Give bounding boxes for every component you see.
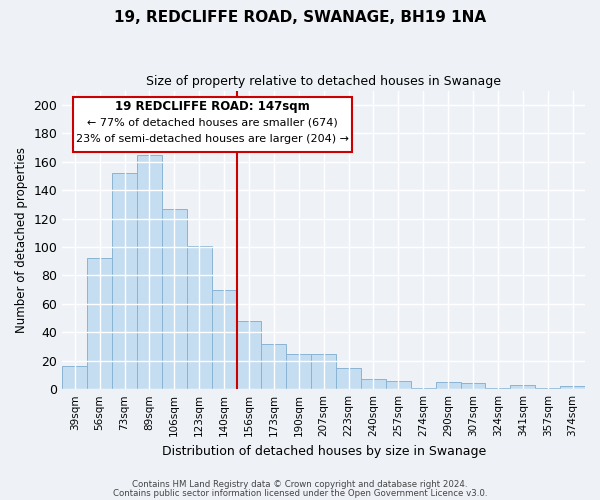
Bar	[361, 379, 386, 389]
Bar	[162, 208, 187, 389]
Bar	[286, 354, 311, 389]
Bar	[187, 246, 212, 389]
Bar	[560, 386, 585, 389]
Bar	[485, 388, 511, 389]
Bar	[535, 388, 560, 389]
Text: 19 REDCLIFFE ROAD: 147sqm: 19 REDCLIFFE ROAD: 147sqm	[115, 100, 310, 112]
Bar	[411, 388, 436, 389]
Bar	[87, 258, 112, 389]
Bar	[511, 385, 535, 389]
Bar	[236, 321, 262, 389]
Bar	[112, 173, 137, 389]
Text: ← 77% of detached houses are smaller (674): ← 77% of detached houses are smaller (67…	[87, 118, 338, 128]
Bar	[212, 290, 236, 389]
Bar	[311, 354, 336, 389]
Bar	[386, 380, 411, 389]
FancyBboxPatch shape	[73, 96, 352, 152]
Text: Contains public sector information licensed under the Open Government Licence v3: Contains public sector information licen…	[113, 490, 487, 498]
Bar	[62, 366, 87, 389]
Text: Contains HM Land Registry data © Crown copyright and database right 2024.: Contains HM Land Registry data © Crown c…	[132, 480, 468, 489]
X-axis label: Distribution of detached houses by size in Swanage: Distribution of detached houses by size …	[161, 444, 486, 458]
Text: 23% of semi-detached houses are larger (204) →: 23% of semi-detached houses are larger (…	[76, 134, 349, 144]
Bar	[137, 154, 162, 389]
Text: 19, REDCLIFFE ROAD, SWANAGE, BH19 1NA: 19, REDCLIFFE ROAD, SWANAGE, BH19 1NA	[114, 10, 486, 25]
Bar	[436, 382, 461, 389]
Title: Size of property relative to detached houses in Swanage: Size of property relative to detached ho…	[146, 75, 501, 88]
Bar	[336, 368, 361, 389]
Bar	[461, 384, 485, 389]
Y-axis label: Number of detached properties: Number of detached properties	[15, 147, 28, 333]
Bar	[262, 344, 286, 389]
